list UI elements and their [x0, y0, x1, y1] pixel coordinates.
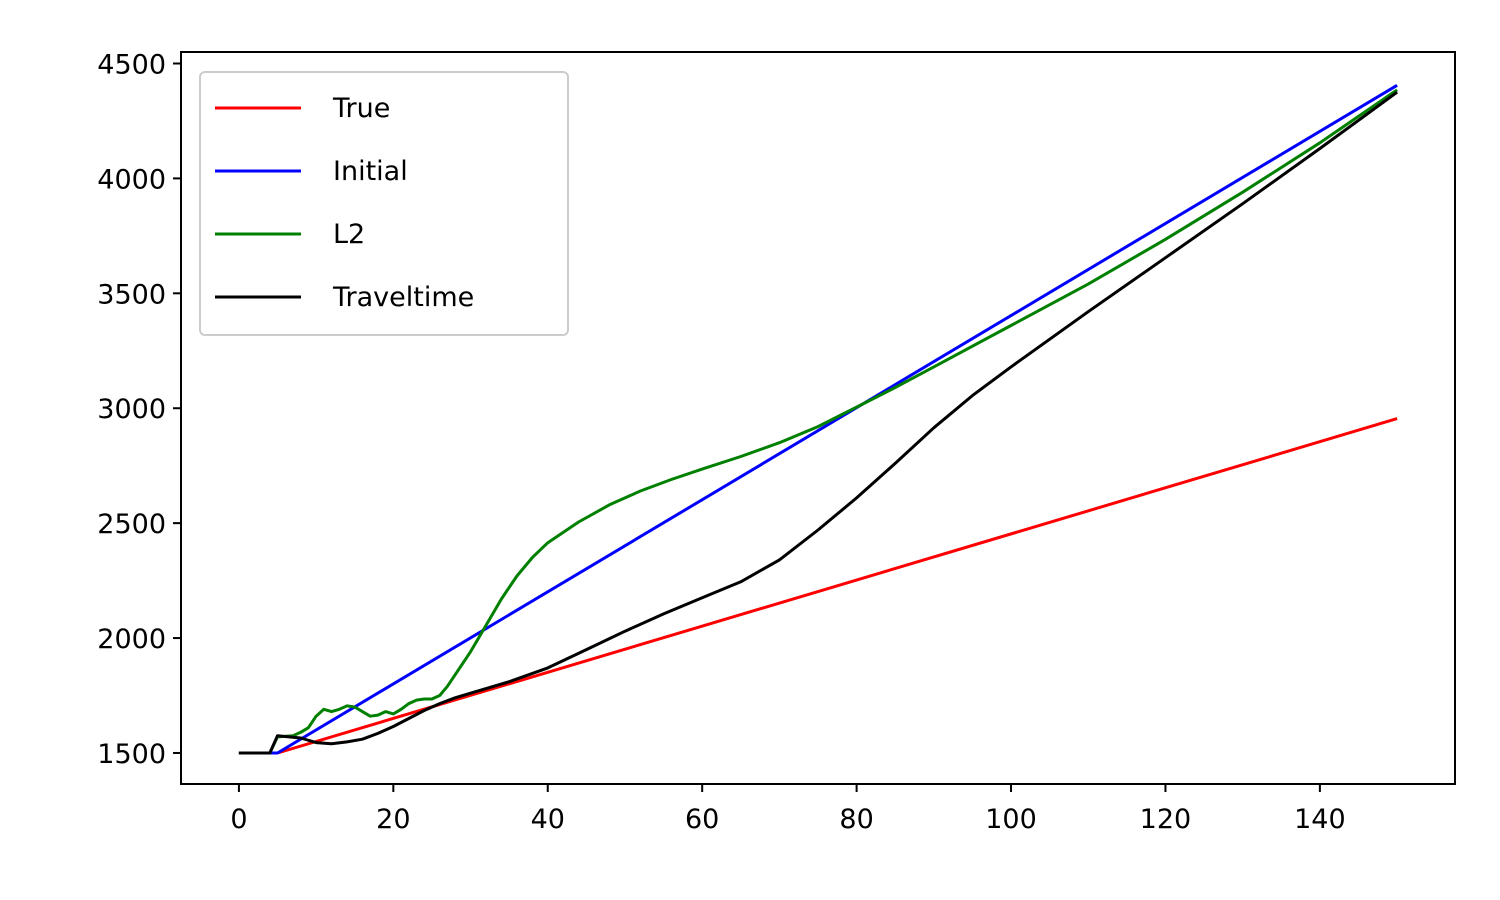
y-tick-label: 4500 [97, 49, 166, 80]
x-tick-label: 120 [1140, 804, 1192, 835]
legend-label-l2: L2 [333, 219, 365, 250]
y-tick-label: 4000 [97, 164, 166, 195]
x-tick-label: 100 [985, 804, 1037, 835]
x-tick-label: 0 [230, 804, 247, 835]
plot-frame [180, 51, 1456, 785]
x-axis: 0 20 40 60 80 100 120 140 [230, 784, 1346, 835]
y-tick-label: 3000 [97, 394, 166, 425]
legend-label-initial: Initial [333, 156, 408, 187]
x-tick-label: 60 [685, 804, 719, 835]
series-line-l2 [238, 88, 1398, 755]
y-axis: 1500 2000 2500 3000 3500 4000 4500 [97, 49, 181, 770]
y-tick-label: 3500 [97, 279, 166, 310]
series-layer [238, 84, 1398, 755]
legend: True Initial L2 Traveltime [199, 71, 569, 336]
legend-box [199, 71, 569, 336]
legend-label-traveltime: Traveltime [332, 282, 474, 313]
y-tick-label: 2500 [97, 509, 166, 540]
legend-label-true: True [332, 93, 390, 124]
x-tick-label: 40 [531, 804, 565, 835]
x-tick-label: 20 [376, 804, 410, 835]
y-tick-label: 1500 [97, 739, 166, 770]
series-line-traveltime [238, 90, 1398, 755]
x-tick-label: 140 [1294, 804, 1346, 835]
y-tick-label: 2000 [97, 624, 166, 655]
x-tick-label: 80 [839, 804, 873, 835]
